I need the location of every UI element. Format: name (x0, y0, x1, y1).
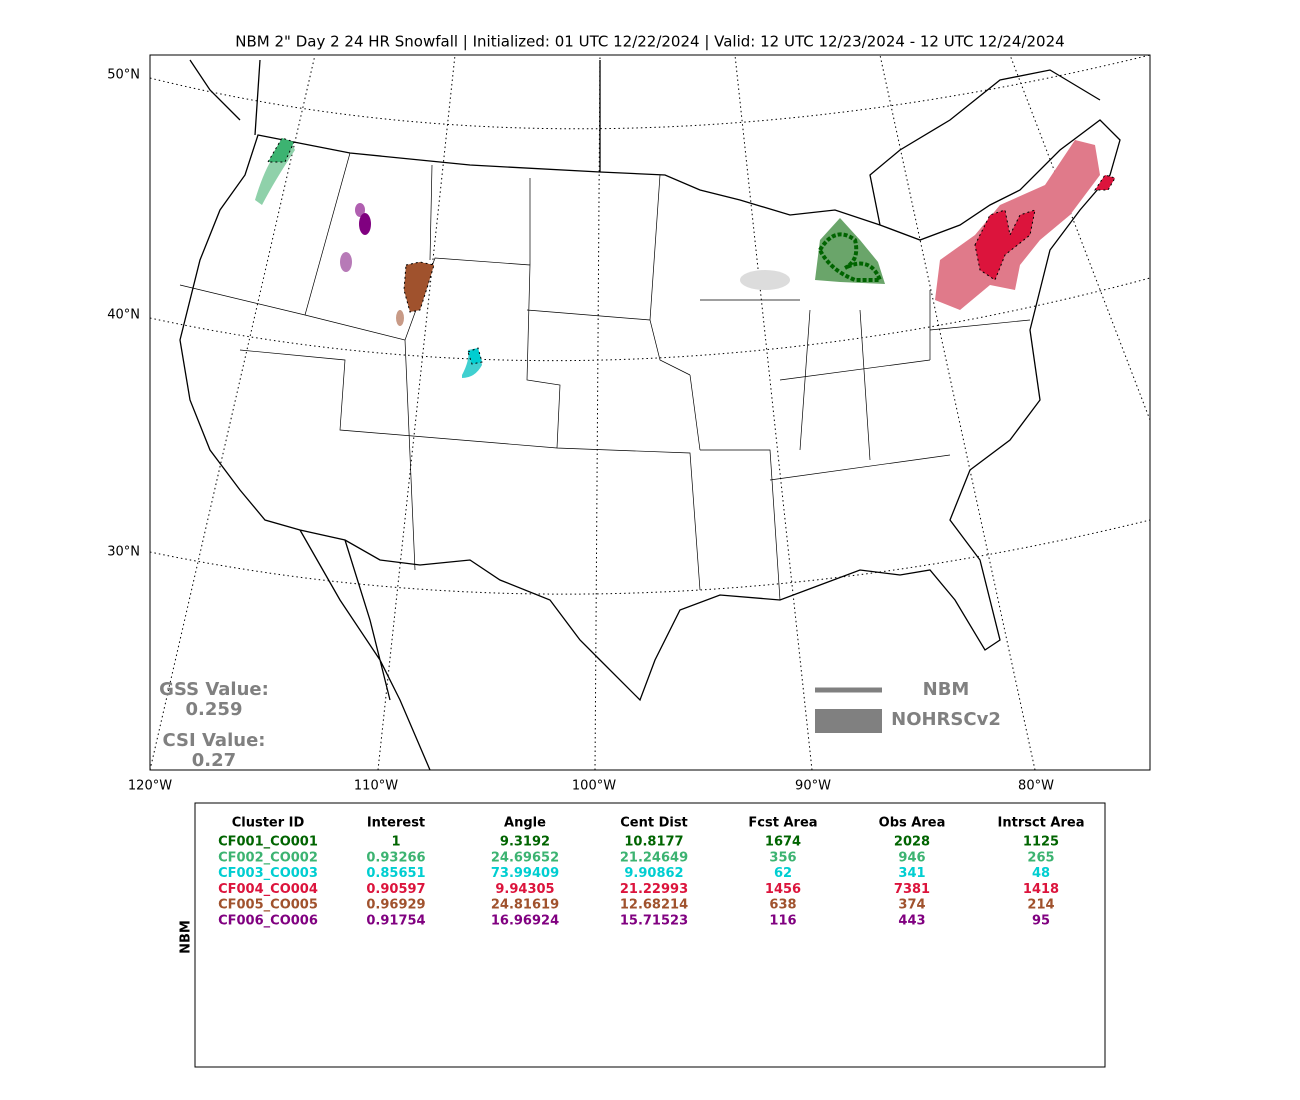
table-cell: 443 (898, 914, 925, 929)
fcst-cluster-3 (467, 347, 483, 365)
meridian (377, 55, 456, 770)
table-cell: 1418 (1023, 882, 1059, 897)
table-cell: 116 (769, 914, 796, 929)
fcst-cluster-4 (974, 209, 1036, 281)
lon-label: 90°W (795, 779, 831, 794)
lon-label: 100°W (572, 779, 616, 794)
csi-label: CSI Value: (163, 730, 266, 751)
table-cell: CF003_CO003 (218, 866, 318, 881)
table-cell: 2028 (894, 835, 930, 850)
lat-label: 30°N (107, 545, 140, 560)
table-cell: 265 (1027, 850, 1054, 865)
table-cell: 7381 (894, 882, 930, 897)
column-header: Cent Dist (620, 816, 688, 831)
fcst-cluster-6 (359, 213, 371, 235)
stats-table: NBM Cluster ID Interest Angle Cent Dist Fcst… (179, 802, 1106, 1068)
table-cell: 12.68214 (620, 898, 688, 913)
obs-cluster-6b (340, 252, 352, 272)
csi-value: 0.27 (192, 750, 236, 771)
table-cell: 0.96929 (366, 898, 425, 913)
lon-label: 120°W (128, 779, 172, 794)
table-cell: 9.94305 (495, 882, 554, 897)
parallel (150, 277, 1150, 362)
table-cell: 0.85651 (366, 866, 425, 881)
obs-gray (740, 270, 790, 290)
table-cell: 0.93266 (366, 850, 425, 865)
lat-label: 40°N (107, 308, 140, 323)
column-header: Cluster ID (232, 816, 305, 831)
obs-cluster-6 (355, 203, 365, 217)
table-cell: CF006_CO006 (218, 914, 318, 929)
table-cell: 95 (1032, 914, 1050, 929)
legend-fill-label: NOHRSCv2 (891, 709, 1001, 730)
us-outline (179, 119, 1121, 702)
table-cell: 15.71523 (620, 914, 688, 929)
table-cell: 16.96924 (491, 914, 559, 929)
canada-lines (189, 59, 1101, 226)
column-header: Interest (367, 816, 425, 831)
fcst-cluster-5 (403, 261, 435, 313)
title: NBM 2" Day 2 24 HR Snowfall | Initialize… (235, 33, 1064, 51)
gss-label: GSS Value: (159, 679, 269, 700)
table-cell: 24.69652 (491, 850, 559, 865)
table-cell: 9.90862 (624, 866, 683, 881)
meridian (879, 55, 1036, 770)
legend-line-label: NBM (923, 679, 970, 700)
column-header: Angle (504, 816, 546, 831)
table-cell: 1125 (1023, 835, 1059, 850)
table-cell: 946 (898, 850, 925, 865)
lon-label: 110°W (354, 779, 398, 794)
table-cell: 73.99409 (491, 866, 559, 881)
fcst-cluster-1 (817, 232, 883, 282)
table-cell: 638 (769, 898, 796, 913)
table-cell: 9.3192 (500, 835, 550, 850)
map-frame (149, 54, 1151, 771)
table-cell: 21.24649 (620, 850, 688, 865)
table-cell: 10.8177 (624, 835, 683, 850)
legend-fill (815, 709, 882, 733)
table-cell: 341 (898, 866, 925, 881)
state-borders (179, 152, 1031, 601)
table-cell: 48 (1032, 866, 1050, 881)
table-cell: CF002_CO002 (218, 850, 318, 865)
column-header: Intrsct Area (998, 816, 1085, 831)
column-header: Obs Area (879, 816, 946, 831)
lon-label: 80°W (1018, 779, 1054, 794)
table-cell: 21.22993 (620, 882, 688, 897)
table-cell: 374 (898, 898, 925, 913)
table-cell: CF001_CO001 (218, 835, 318, 850)
table-cell: 62 (774, 866, 792, 881)
table-cell: 214 (1027, 898, 1054, 913)
fcst-cluster-4b (1094, 174, 1116, 191)
table-cell: 1456 (765, 882, 801, 897)
gss-value: 0.259 (186, 699, 243, 720)
meridian (734, 55, 813, 770)
meridian (150, 55, 316, 770)
table-cell: 1 (391, 835, 400, 850)
table-cell: CF004_CO004 (218, 882, 318, 897)
lat-label: 50°N (107, 68, 140, 83)
obs-cluster-5 (396, 310, 404, 326)
table-cell: 0.91754 (366, 914, 425, 929)
table-cell: 1674 (765, 835, 801, 850)
table-cell: 356 (769, 850, 796, 865)
table-frame (194, 802, 1106, 1068)
table-cell: 24.81619 (491, 898, 559, 913)
table-side-label: NBM (179, 920, 194, 954)
fcst-cluster-2 (267, 137, 295, 163)
mexico-coast (299, 529, 431, 770)
parallel (150, 55, 1150, 130)
map: 50°N 40°N 30°N 120°W 110°W 100°W 90°W 80… (107, 54, 1151, 794)
table-cell: 0.90597 (366, 882, 425, 897)
parallel (150, 519, 1150, 595)
column-header: Fcst Area (748, 816, 817, 831)
table-cell: CF005_CO005 (218, 898, 318, 913)
